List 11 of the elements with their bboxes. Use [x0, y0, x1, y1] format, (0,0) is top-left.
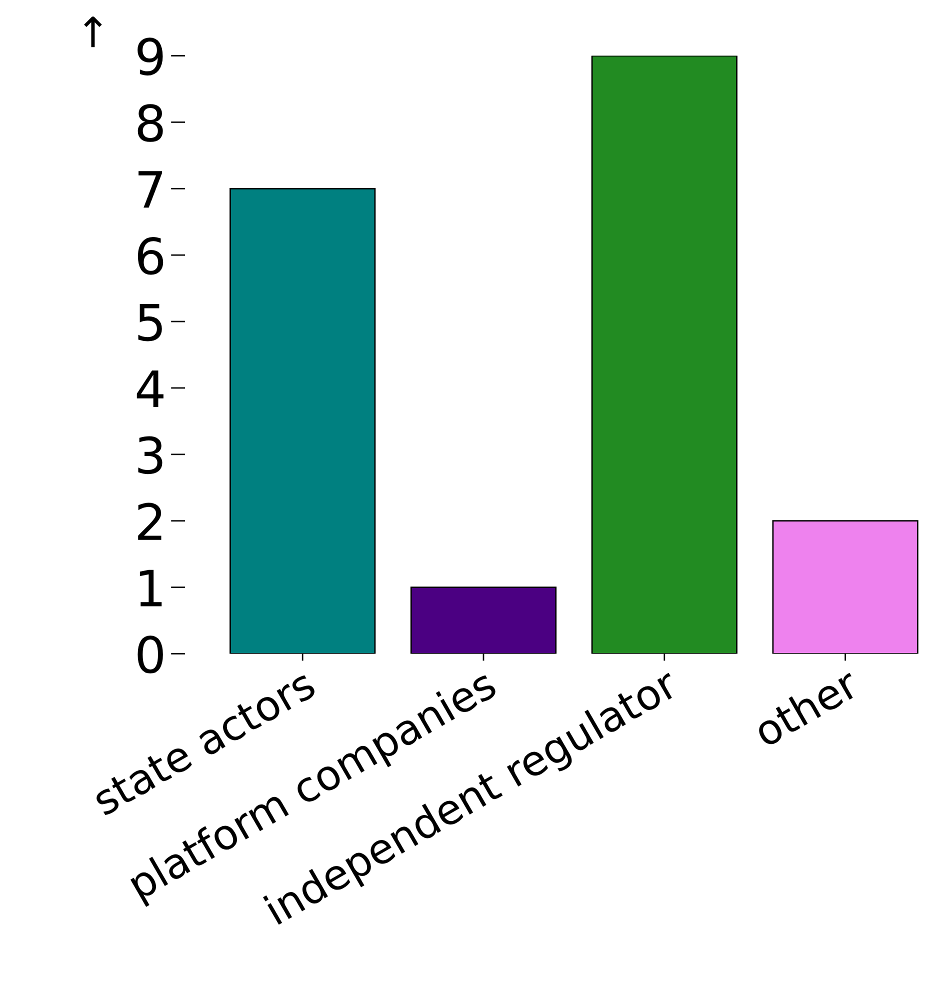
y-tick-label: 7	[138, 171, 162, 208]
y-tick-label: 2	[138, 502, 162, 540]
y-tick-label: 9	[138, 38, 163, 76]
y-tick-label: 8	[138, 104, 163, 142]
y-axis-title: ↑	[84, 16, 102, 48]
y-tick-label: 3	[138, 436, 162, 474]
y-tick-label: 0	[138, 636, 163, 674]
y-tick-label: 5	[138, 304, 162, 342]
y-tick-label: 1	[140, 570, 162, 606]
y-tick-label: 6	[138, 236, 164, 275]
y-tick-label: 4	[136, 370, 164, 407]
